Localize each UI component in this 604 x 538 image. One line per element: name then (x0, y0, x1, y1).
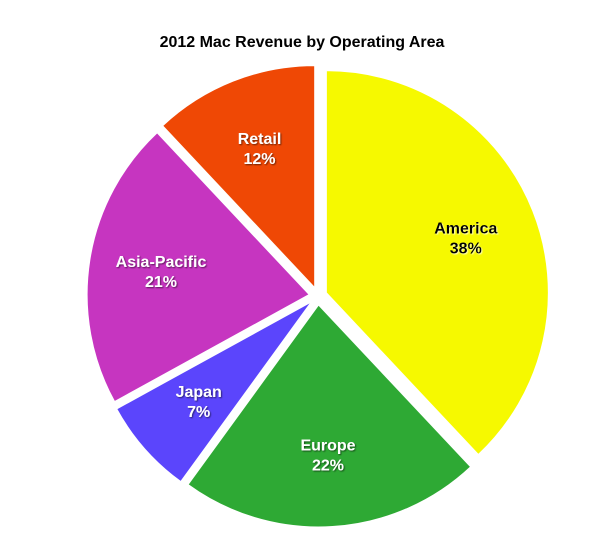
pie-slices (86, 65, 549, 528)
slice-percent-europe: 22% (312, 458, 344, 475)
pie-slice-retail (162, 65, 316, 289)
slice-percent-retail: 12% (243, 151, 275, 168)
pie-labels: America 38% Europe 22% Japan 7% Asia-Pacific 21… (116, 131, 498, 475)
pie-slice-japan (116, 301, 312, 483)
chart-title: 2012 Mac Revenue by Operating Area (159, 34, 445, 51)
pie-slice-europe (187, 304, 472, 528)
slice-label-asia-pacific: Asia-Pacific (116, 254, 207, 271)
pie-slice-america (325, 70, 549, 456)
slice-label-europe: Europe (300, 438, 355, 455)
slice-label-retail: Retail (238, 131, 282, 148)
slice-percent-asia-pacific: 21% (145, 274, 177, 291)
slice-label-america: America (434, 221, 497, 238)
slice-percent-america: 38% (450, 241, 482, 258)
pie-slice-asia-pacific (86, 132, 310, 403)
slice-percent-japan: 7% (187, 404, 210, 421)
slice-label-japan: Japan (176, 384, 222, 401)
